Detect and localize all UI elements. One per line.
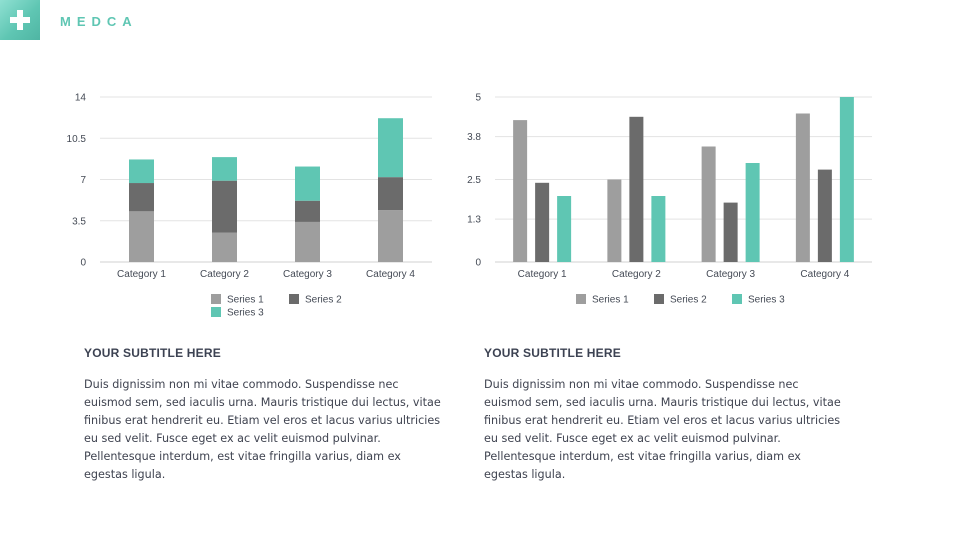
chart1-x-tick-label: Category 3 [283,269,332,280]
chart2-bar [745,163,760,262]
chart1-bar-segment [378,118,403,178]
chart2-x-tick-label: Category 2 [612,269,661,280]
chart2-y-tick-label: 2.5 [467,175,481,186]
chart2-bar [557,196,572,262]
chart2-x-tick-label: Category 4 [800,269,849,280]
chart2-y-tick-label: 1.3 [467,215,481,226]
chart2-bar [513,120,528,262]
section-body-left: Duis dignissim non mi vitae commodo. Sus… [84,378,441,481]
chart1-bar-segment [212,232,237,262]
chart2-bar [651,196,666,262]
chart1-legend-label: Series 3 [227,308,264,319]
chart1-bar-segment [378,177,403,211]
chart1-x-tick-label: Category 1 [117,269,166,280]
chart2-y-tick-label: 5 [475,93,481,104]
plus-cross-icon [10,10,30,30]
chart1-legend-swatch [289,294,299,304]
section-body-right: Duis dignissim non mi vitae commodo. Sus… [484,378,841,481]
brand-name: MEDCA [60,14,138,29]
chart2-legend-label: Series 2 [670,295,707,306]
chart2-x-tick-label: Category 3 [706,269,755,280]
chart2-legend-label: Series 1 [592,295,629,306]
chart2-legend-swatch [732,294,742,304]
charts-canvas: 0 3.5 7 10.5 14 Category 1 Category 2 Category … [67,93,872,319]
section-subtitle-left: YOUR SUBTITLE HERE [84,346,221,360]
logo-badge [0,0,40,40]
chart1-legend-swatch [211,307,221,317]
chart1-y-tick-label: 10.5 [67,134,87,145]
section-subtitle-right: YOUR SUBTITLE HERE [484,346,621,360]
chart2-bar [817,169,832,262]
chart1-y-tick-label: 0 [80,258,86,269]
chart1-bar-segment [212,180,237,233]
chart1-legend-swatch [211,294,221,304]
chart2-bar [629,116,644,262]
chart1-y-tick-label: 7 [80,175,86,186]
chart1-y-tick-label: 3.5 [72,216,86,227]
chart1-bar-segment [129,211,154,262]
chart2-y-tick-label: 3.8 [467,132,481,143]
chart2-x-tick-label: Category 1 [518,269,567,280]
chart1-bar-segment [212,157,237,181]
chart2-legend-swatch [654,294,664,304]
chart1-bar-segment [295,166,320,201]
chart2-bar [795,113,810,262]
chart2-legend-label: Series 3 [748,295,785,306]
chart2-bar [723,202,738,262]
chart2-y-tick-label: 0 [475,258,481,269]
chart1-bar-segment [378,210,403,262]
chart2-bar [701,146,716,262]
chart1-x-tick-label: Category 2 [200,269,249,280]
chart2-bar [535,182,550,262]
chart1-bar-segment [129,183,154,212]
chart2-bar [839,97,854,262]
chart1-bar-segment [129,159,154,184]
chart1-legend-label: Series 1 [227,295,264,306]
chart1-y-tick-label: 14 [75,93,87,104]
chart2-legend-swatch [576,294,586,304]
chart2-bar [607,179,622,262]
chart1-legend-label: Series 2 [305,295,342,306]
chart1-bar-segment [295,221,320,262]
chart1-bar-segment [295,200,320,222]
chart1-x-tick-label: Category 4 [366,269,415,280]
